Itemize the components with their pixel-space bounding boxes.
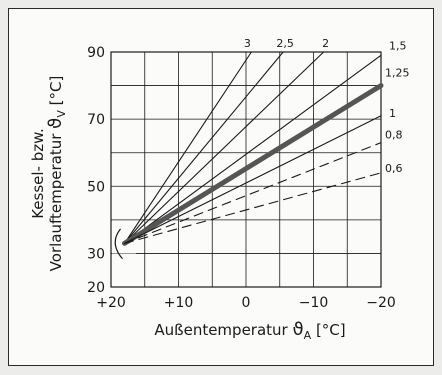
- y-tick-label: 50: [87, 179, 105, 195]
- y-axis-title: Kessel- bzw. Vorlauftemperatur ϑV [°C]: [29, 76, 68, 272]
- plot-border: [110, 51, 382, 288]
- heating-curve-chart: 20 30 50 70 90 +20 +10 0 −10 −20 3 2,5 2 1,5 1,25 1 0,8 0…: [29, 37, 410, 342]
- curve-label-0-8: 0,8: [385, 129, 403, 142]
- y-tick-label: 70: [87, 112, 105, 128]
- y-axis-title-line2: Vorlauftemperatur ϑV [°C]: [45, 76, 68, 272]
- curve-label-1-25: 1,25: [385, 67, 410, 80]
- x-tick-label: +10: [164, 295, 194, 311]
- y-axis-title-line1: Kessel- bzw.: [29, 128, 47, 219]
- x-tick-label: +20: [96, 295, 126, 311]
- chart-frame: 20 30 50 70 90 +20 +10 0 −10 −20 3 2,5 2 1,5 1,25 1 0,8 0…: [8, 8, 434, 366]
- series-line-3: [123, 51, 252, 244]
- curve-label-2: 2: [322, 37, 329, 50]
- x-axis-title: Außentemperatur ϑA [°C]: [154, 319, 345, 342]
- y-tick-label: 30: [87, 246, 105, 262]
- curve-label-0-6: 0,6: [385, 162, 403, 175]
- x-tick-label: −10: [299, 295, 329, 311]
- convergence-bracket: [114, 228, 123, 260]
- series-line-1: [123, 115, 382, 244]
- series-line-2-5: [123, 51, 284, 244]
- y-tick-label: 90: [87, 45, 105, 61]
- series-line-0-8: [123, 142, 382, 244]
- y-tick-label: 20: [87, 280, 105, 296]
- series-line-0-6: [123, 172, 382, 244]
- curve-label-3: 3: [244, 37, 251, 50]
- curve-label-2-5: 2,5: [276, 37, 294, 50]
- x-tick-label: 0: [242, 295, 251, 311]
- series-line-1-25: [122, 83, 384, 246]
- series-line-2: [123, 51, 325, 244]
- x-tick-label: −20: [366, 295, 396, 311]
- curve-label-1: 1: [389, 107, 396, 120]
- curve-label-1-5: 1,5: [389, 39, 407, 52]
- series-line-1-5: [123, 54, 382, 244]
